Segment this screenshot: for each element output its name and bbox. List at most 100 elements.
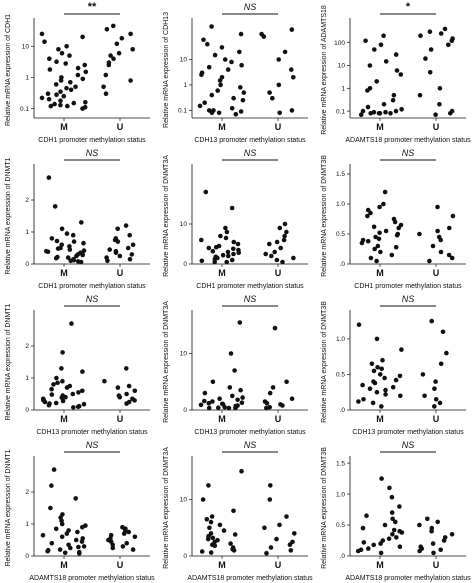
data-point [391,92,397,98]
data-point [68,80,73,85]
data-point [399,347,404,352]
data-point [206,483,211,488]
data-point [450,213,456,219]
data-point [264,400,270,406]
data-point [53,526,59,532]
y-tick-label: 0.5 [336,372,345,379]
significance-label: NS [86,440,99,450]
data-point [58,98,63,103]
y-tick-label: .0 [340,553,346,560]
data-point [64,531,70,536]
data-point [56,47,61,52]
y-tick-label: 0 [183,407,187,414]
data-point [277,225,283,231]
data-point [80,252,85,258]
data-point [267,390,273,396]
data-point [123,223,129,228]
data-point [446,42,451,48]
data-point [423,56,428,61]
data-point [374,79,379,84]
data-point [417,522,422,528]
data-point [54,92,59,97]
data-point [132,534,138,540]
data-point [116,50,122,56]
category-label: U [117,122,124,132]
data-point [397,504,402,509]
data-point [231,548,237,553]
data-point [220,252,226,258]
data-point [54,238,60,244]
data-point [59,226,65,232]
category-label: M [218,122,226,132]
data-point [63,61,68,66]
category-label: U [117,560,124,570]
data-point [103,72,109,78]
data-point [383,228,389,234]
data-point [207,525,212,531]
data-point [280,259,285,265]
data-point [49,392,55,397]
data-point [126,383,132,389]
data-point [446,252,452,258]
data-point [394,535,399,540]
data-point [396,225,401,231]
data-point [417,231,422,237]
data-point [80,76,86,82]
data-point [212,543,218,549]
data-point [201,37,206,43]
scatter-panel: 0.1 1 10 Relative mRNA expression of CDH1 M U… [5,1,150,144]
data-point [81,401,87,407]
data-point [365,104,371,110]
data-point [389,510,395,515]
data-point [199,549,205,554]
data-point [236,250,241,256]
data-point [217,396,222,401]
y-tick-label: 1 [25,229,29,236]
data-point [239,400,245,405]
data-point [390,516,395,522]
data-point [54,375,59,381]
data-point [197,103,203,109]
data-point [372,246,377,252]
data-point [59,534,65,540]
y-axis-label: Relative mRNA expression of DNMT3A [163,155,170,277]
data-point [387,485,392,491]
data-point [225,249,231,255]
data-point [200,497,206,502]
data-point [374,389,380,395]
data-point [267,497,273,502]
data-point [80,369,85,374]
data-point [389,494,395,500]
data-point [75,65,81,71]
data-point [233,112,239,117]
data-point [48,505,53,511]
data-point [355,548,361,554]
data-point [399,107,404,112]
data-point [49,236,55,241]
y-tick-label: 0.1 [178,108,187,115]
data-point [223,235,229,241]
data-point [115,239,121,244]
y-tick-label: 10 [180,221,188,228]
data-point [237,320,243,325]
data-point [381,33,386,38]
data-point [382,375,387,381]
data-point [46,175,52,180]
data-point [284,229,289,235]
data-point [435,228,440,234]
data-point [449,38,455,44]
data-point [282,221,288,227]
data-point [124,540,129,546]
data-point [53,400,59,406]
data-point [42,39,47,44]
data-point [262,525,267,531]
data-point [398,72,404,77]
data-point [380,357,385,363]
data-point [427,258,432,264]
data-point [217,78,223,83]
category-label: U [433,414,440,424]
data-point [53,82,59,87]
data-point [448,111,453,116]
y-axis-label: Relative mRNA expression of DNMT1 [5,303,12,420]
data-point [373,234,378,240]
